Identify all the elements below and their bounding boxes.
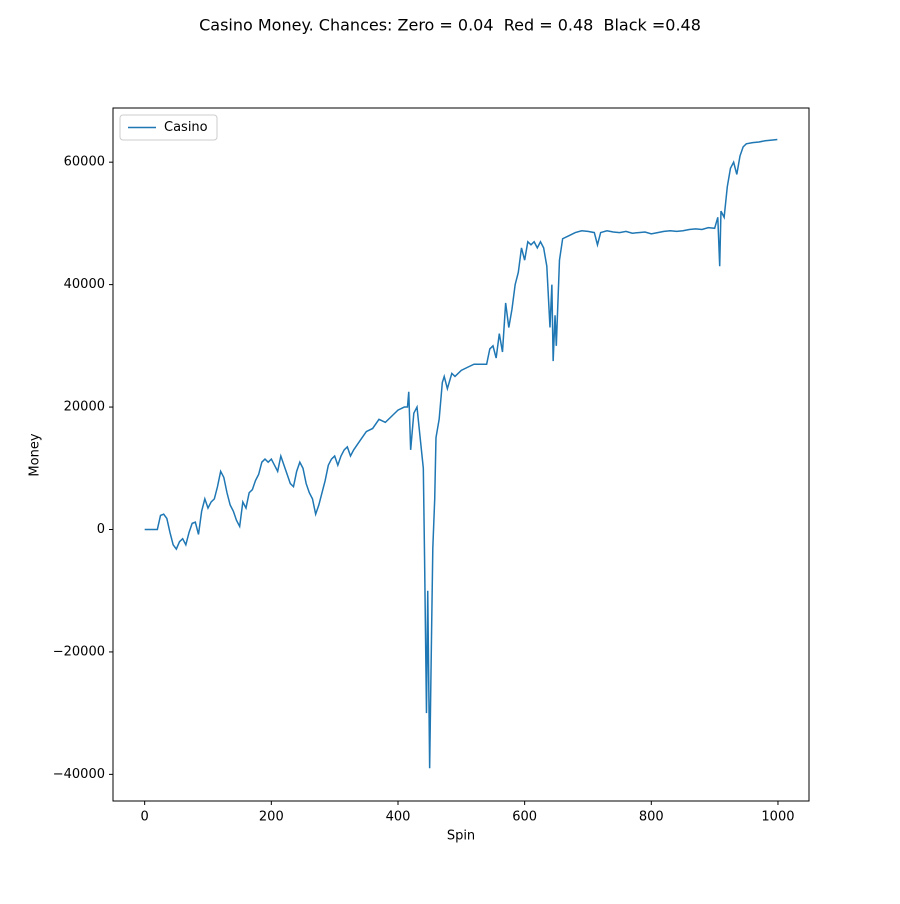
data-line: [144, 138, 778, 769]
y-tick-label: −20000: [53, 644, 105, 659]
y-tick-label: −40000: [53, 767, 105, 782]
y-tick-label: 20000: [64, 400, 105, 415]
legend-box: [119, 114, 218, 141]
x-axis-label: Spin: [447, 829, 475, 844]
legend-label: Casino: [164, 120, 208, 135]
x-tick-label: 200: [259, 810, 284, 825]
x-tick-label: 400: [386, 810, 411, 825]
plot-frame: [112, 107, 810, 802]
x-tick-label: 0: [141, 810, 149, 825]
y-tick-label: 0: [97, 522, 105, 537]
x-tick-label: 800: [639, 810, 664, 825]
chart-title: Casino Money. Chances: Zero = 0.04 Red =…: [199, 16, 701, 35]
y-tick-label: 40000: [64, 277, 105, 292]
y-axis-label: Money: [28, 433, 43, 476]
x-tick-label: 600: [512, 810, 537, 825]
y-tick-label: 60000: [64, 155, 105, 170]
x-tick-label: 1000: [761, 810, 794, 825]
